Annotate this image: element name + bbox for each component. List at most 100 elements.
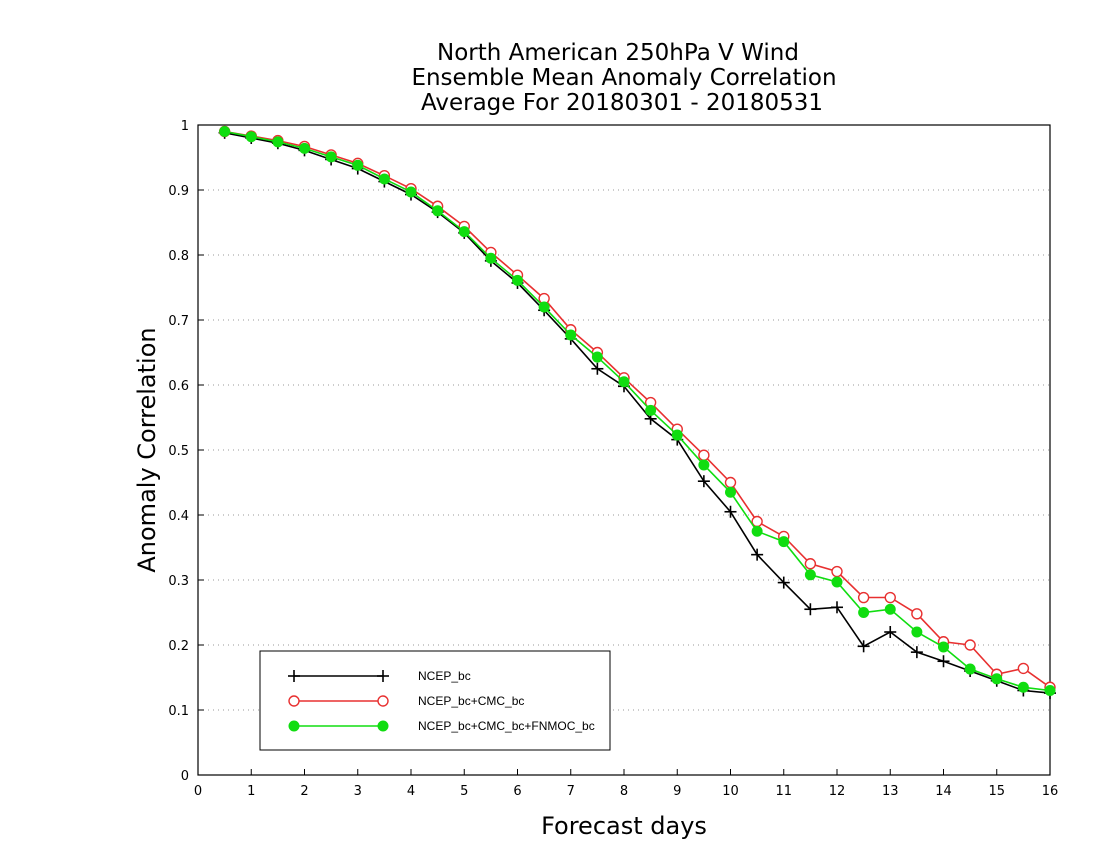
data-point — [857, 640, 870, 653]
data-point — [884, 591, 896, 604]
data-point — [724, 476, 737, 489]
x-tick-label: 9 — [673, 784, 681, 799]
x-tick-label: 10 — [722, 784, 739, 799]
x-tick-label: 12 — [829, 784, 846, 799]
x-tick-label: 6 — [513, 784, 521, 799]
data-point — [272, 136, 284, 148]
data-point — [485, 252, 497, 264]
legend-marker — [377, 720, 389, 732]
data-point — [911, 626, 923, 638]
data-point — [724, 505, 737, 518]
chart-title-line-3: Average For 20180301 - 20180531 — [421, 90, 823, 116]
data-point — [777, 576, 790, 589]
y-tick-label: 0.7 — [168, 314, 189, 329]
legend-marker — [288, 670, 300, 682]
data-point — [245, 131, 257, 143]
legend-label: NCEP_bc — [418, 669, 471, 683]
y-tick-label: 1 — [181, 119, 189, 134]
data-point — [991, 673, 1003, 685]
x-tick-label: 3 — [354, 784, 362, 799]
data-point — [698, 459, 710, 471]
x-tick-label: 8 — [620, 784, 628, 799]
data-point — [751, 525, 763, 537]
series-line — [224, 130, 1051, 688]
data-point — [591, 362, 604, 375]
chart-title-line-2: Ensemble Mean Anomaly Correlation — [411, 65, 836, 91]
y-tick-label: 0.6 — [168, 379, 189, 394]
x-tick-label: 2 — [300, 784, 308, 799]
series-line — [224, 132, 1051, 694]
data-point — [378, 173, 390, 185]
y-tick-label: 0.1 — [168, 704, 189, 719]
y-axis-label: Anomaly Correlation — [133, 327, 161, 572]
data-point — [938, 641, 949, 653]
y-tick-label: 0.4 — [168, 509, 189, 524]
data-point — [591, 351, 603, 363]
data-point — [831, 565, 843, 578]
y-tick-label: 0 — [181, 769, 189, 784]
y-tick-label: 0.5 — [168, 444, 189, 459]
data-point — [964, 663, 976, 675]
series-layer — [218, 125, 1056, 700]
data-point — [697, 475, 710, 488]
data-point — [538, 301, 550, 313]
legend-marker — [288, 695, 300, 707]
data-point — [325, 151, 337, 163]
data-point — [618, 376, 630, 388]
data-point — [565, 329, 577, 341]
legend-entry: NCEP_bc+CMC_bc — [288, 694, 524, 708]
data-point — [751, 548, 764, 561]
data-point — [1017, 681, 1029, 693]
data-point — [698, 449, 710, 461]
legend-entry: NCEP_bc+CMC_bc+FNMOC_bc — [288, 719, 595, 733]
x-axis-ticks: 0 1 2 3 4 5 6 7 8 9 10 11 12 13 14 15 16 — [194, 769, 1058, 799]
data-point — [512, 274, 523, 286]
y-axis-ticks: 0 0.1 0.2 0.3 0.4 0.5 0.6 0.7 0.8 0.9 1 — [168, 119, 204, 784]
y-tick-label: 0.9 — [168, 184, 189, 199]
series-line — [224, 130, 1051, 692]
data-point — [884, 626, 897, 638]
series-0 — [218, 126, 1056, 700]
data-point — [910, 646, 923, 659]
series-1 — [218, 125, 1056, 693]
legend-entry: NCEP_bc — [288, 669, 471, 683]
x-tick-label: 4 — [407, 784, 415, 799]
chart-title-line-1: North American 250hPa V Wind — [437, 40, 799, 66]
y-tick-label: 0.8 — [168, 249, 189, 264]
data-point — [219, 126, 231, 137]
data-point — [804, 558, 817, 570]
data-point — [804, 603, 817, 616]
legend-marker — [288, 720, 300, 732]
data-point — [405, 186, 417, 198]
data-point — [804, 569, 816, 581]
data-point — [432, 205, 444, 217]
data-point — [831, 576, 843, 588]
data-point — [725, 486, 736, 498]
legend-marker — [377, 695, 389, 707]
data-point — [778, 536, 790, 548]
legend-label: NCEP_bc+CMC_bc — [418, 694, 524, 708]
data-point — [1017, 662, 1030, 675]
series-2 — [219, 126, 1056, 696]
data-point — [857, 591, 870, 604]
data-point — [671, 429, 683, 441]
x-tick-label: 15 — [988, 784, 1005, 799]
data-point — [911, 608, 923, 620]
data-point — [352, 159, 364, 171]
data-point — [299, 142, 310, 154]
data-point — [937, 655, 950, 668]
data-point — [1044, 685, 1056, 696]
data-point — [831, 601, 843, 614]
x-tick-label: 1 — [247, 784, 255, 799]
x-tick-label: 13 — [882, 784, 899, 799]
x-tick-label: 0 — [194, 784, 202, 799]
legend-label: NCEP_bc+CMC_bc+FNMOC_bc — [418, 719, 595, 733]
data-point — [645, 404, 657, 416]
data-point — [964, 639, 976, 651]
y-tick-label: 0.3 — [168, 574, 189, 589]
data-point — [858, 607, 870, 618]
y-tick-label: 0.2 — [168, 639, 189, 654]
legend-marker — [377, 670, 389, 682]
x-tick-label: 5 — [460, 784, 468, 799]
